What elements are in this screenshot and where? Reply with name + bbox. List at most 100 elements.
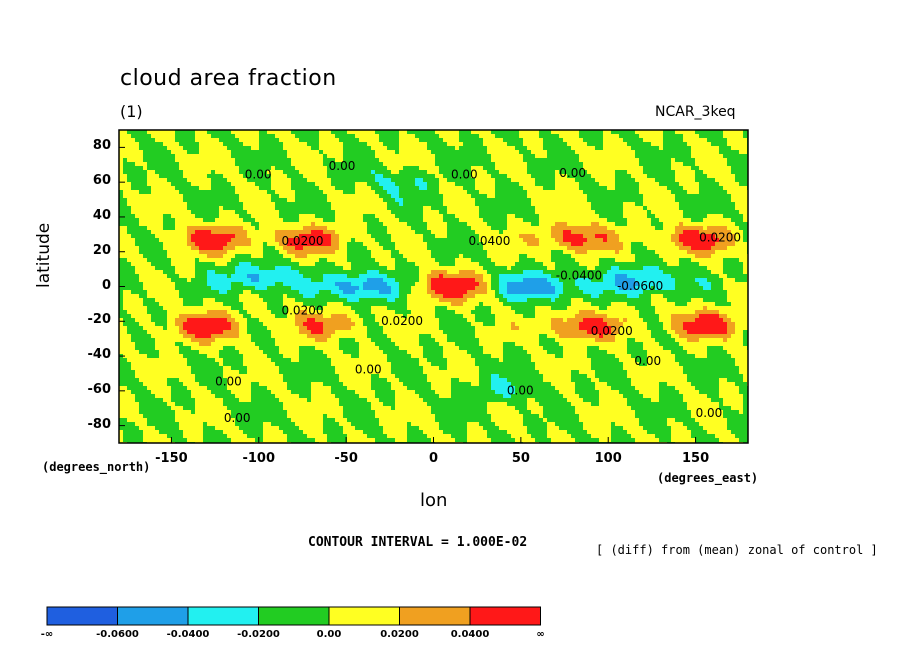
field-cell [119, 202, 124, 207]
field-cell [155, 142, 160, 147]
field-cell [263, 250, 268, 255]
field-cell [343, 326, 348, 331]
field-cell [355, 258, 360, 263]
field-cell [307, 282, 312, 287]
field-cell [295, 158, 300, 163]
field-cell [123, 418, 128, 423]
field-cell [311, 266, 316, 271]
field-cell [331, 366, 336, 371]
field-cell [343, 346, 348, 351]
field-cell [363, 374, 368, 379]
field-cell [331, 290, 336, 295]
field-cell [319, 322, 324, 327]
field-cell [331, 246, 336, 251]
field-cell [351, 418, 356, 423]
field-cell [271, 186, 276, 191]
field-cell [371, 130, 376, 135]
field-cell [291, 306, 296, 311]
field-cell [235, 246, 240, 251]
field-cell [351, 178, 356, 183]
field-cell [279, 410, 284, 415]
field-cell [339, 418, 344, 423]
field-cell [311, 382, 316, 387]
field-cell [367, 230, 372, 235]
field-cell [267, 350, 272, 355]
field-cell [147, 334, 152, 339]
field-cell [159, 354, 164, 359]
field-cell [135, 306, 140, 311]
field-cell [243, 350, 248, 355]
field-cell [267, 438, 272, 443]
field-cell [271, 158, 276, 163]
field-cell [303, 370, 308, 375]
field-cell [287, 154, 292, 159]
field-cell [247, 166, 252, 171]
field-cell [347, 282, 352, 287]
field-cell [347, 286, 352, 291]
field-cell [131, 206, 136, 211]
field-cell [299, 190, 304, 195]
field-cell [295, 246, 300, 251]
field-cell [287, 330, 292, 335]
field-cell [307, 414, 312, 419]
field-cell [151, 374, 156, 379]
field-cell [295, 214, 300, 219]
field-cell [175, 398, 180, 403]
field-cell [155, 346, 160, 351]
field-cell [291, 270, 296, 275]
field-cell [323, 138, 328, 143]
field-cell [279, 374, 284, 379]
field-cell [191, 190, 196, 195]
field-cell [291, 342, 296, 347]
field-cell [295, 250, 300, 255]
field-cell [119, 278, 124, 283]
field-cell [271, 270, 276, 275]
model-label: NCAR_3keq [655, 104, 736, 120]
field-cell [191, 366, 196, 371]
field-cell [303, 218, 308, 223]
field-cell [343, 314, 348, 319]
field-cell [135, 338, 140, 343]
field-cell [303, 358, 308, 363]
field-cell [163, 158, 168, 163]
field-cell [183, 130, 188, 135]
field-cell [135, 162, 140, 167]
field-cell [215, 418, 220, 423]
field-cell [295, 254, 300, 259]
field-cell [303, 202, 308, 207]
field-cell [195, 298, 200, 303]
field-cell [303, 418, 308, 423]
field-cell [283, 226, 288, 231]
field-cell [235, 254, 240, 259]
field-cell [267, 310, 272, 315]
field-cell [171, 266, 176, 271]
field-cell [355, 162, 360, 167]
field-cell [355, 158, 360, 163]
field-cell [339, 146, 344, 151]
field-cell [175, 218, 180, 223]
field-cell [179, 242, 184, 247]
field-cell [295, 322, 300, 327]
field-cell [319, 358, 324, 363]
field-cell [223, 226, 228, 231]
field-cell [175, 146, 180, 151]
field-cell [239, 162, 244, 167]
field-cell [215, 294, 220, 299]
field-cell [195, 210, 200, 215]
field-cell [171, 350, 176, 355]
field-cell [331, 214, 336, 219]
field-cell [359, 282, 364, 287]
field-cell [287, 290, 292, 295]
field-cell [359, 398, 364, 403]
field-cell [219, 282, 224, 287]
field-cell [239, 250, 244, 255]
field-cell [163, 342, 168, 347]
field-cell [235, 226, 240, 231]
field-cell [223, 398, 228, 403]
field-cell [279, 274, 284, 279]
field-cell [307, 434, 312, 439]
field-cell [319, 310, 324, 315]
field-cell [367, 150, 372, 155]
field-cell [155, 282, 160, 287]
field-cell [351, 382, 356, 387]
